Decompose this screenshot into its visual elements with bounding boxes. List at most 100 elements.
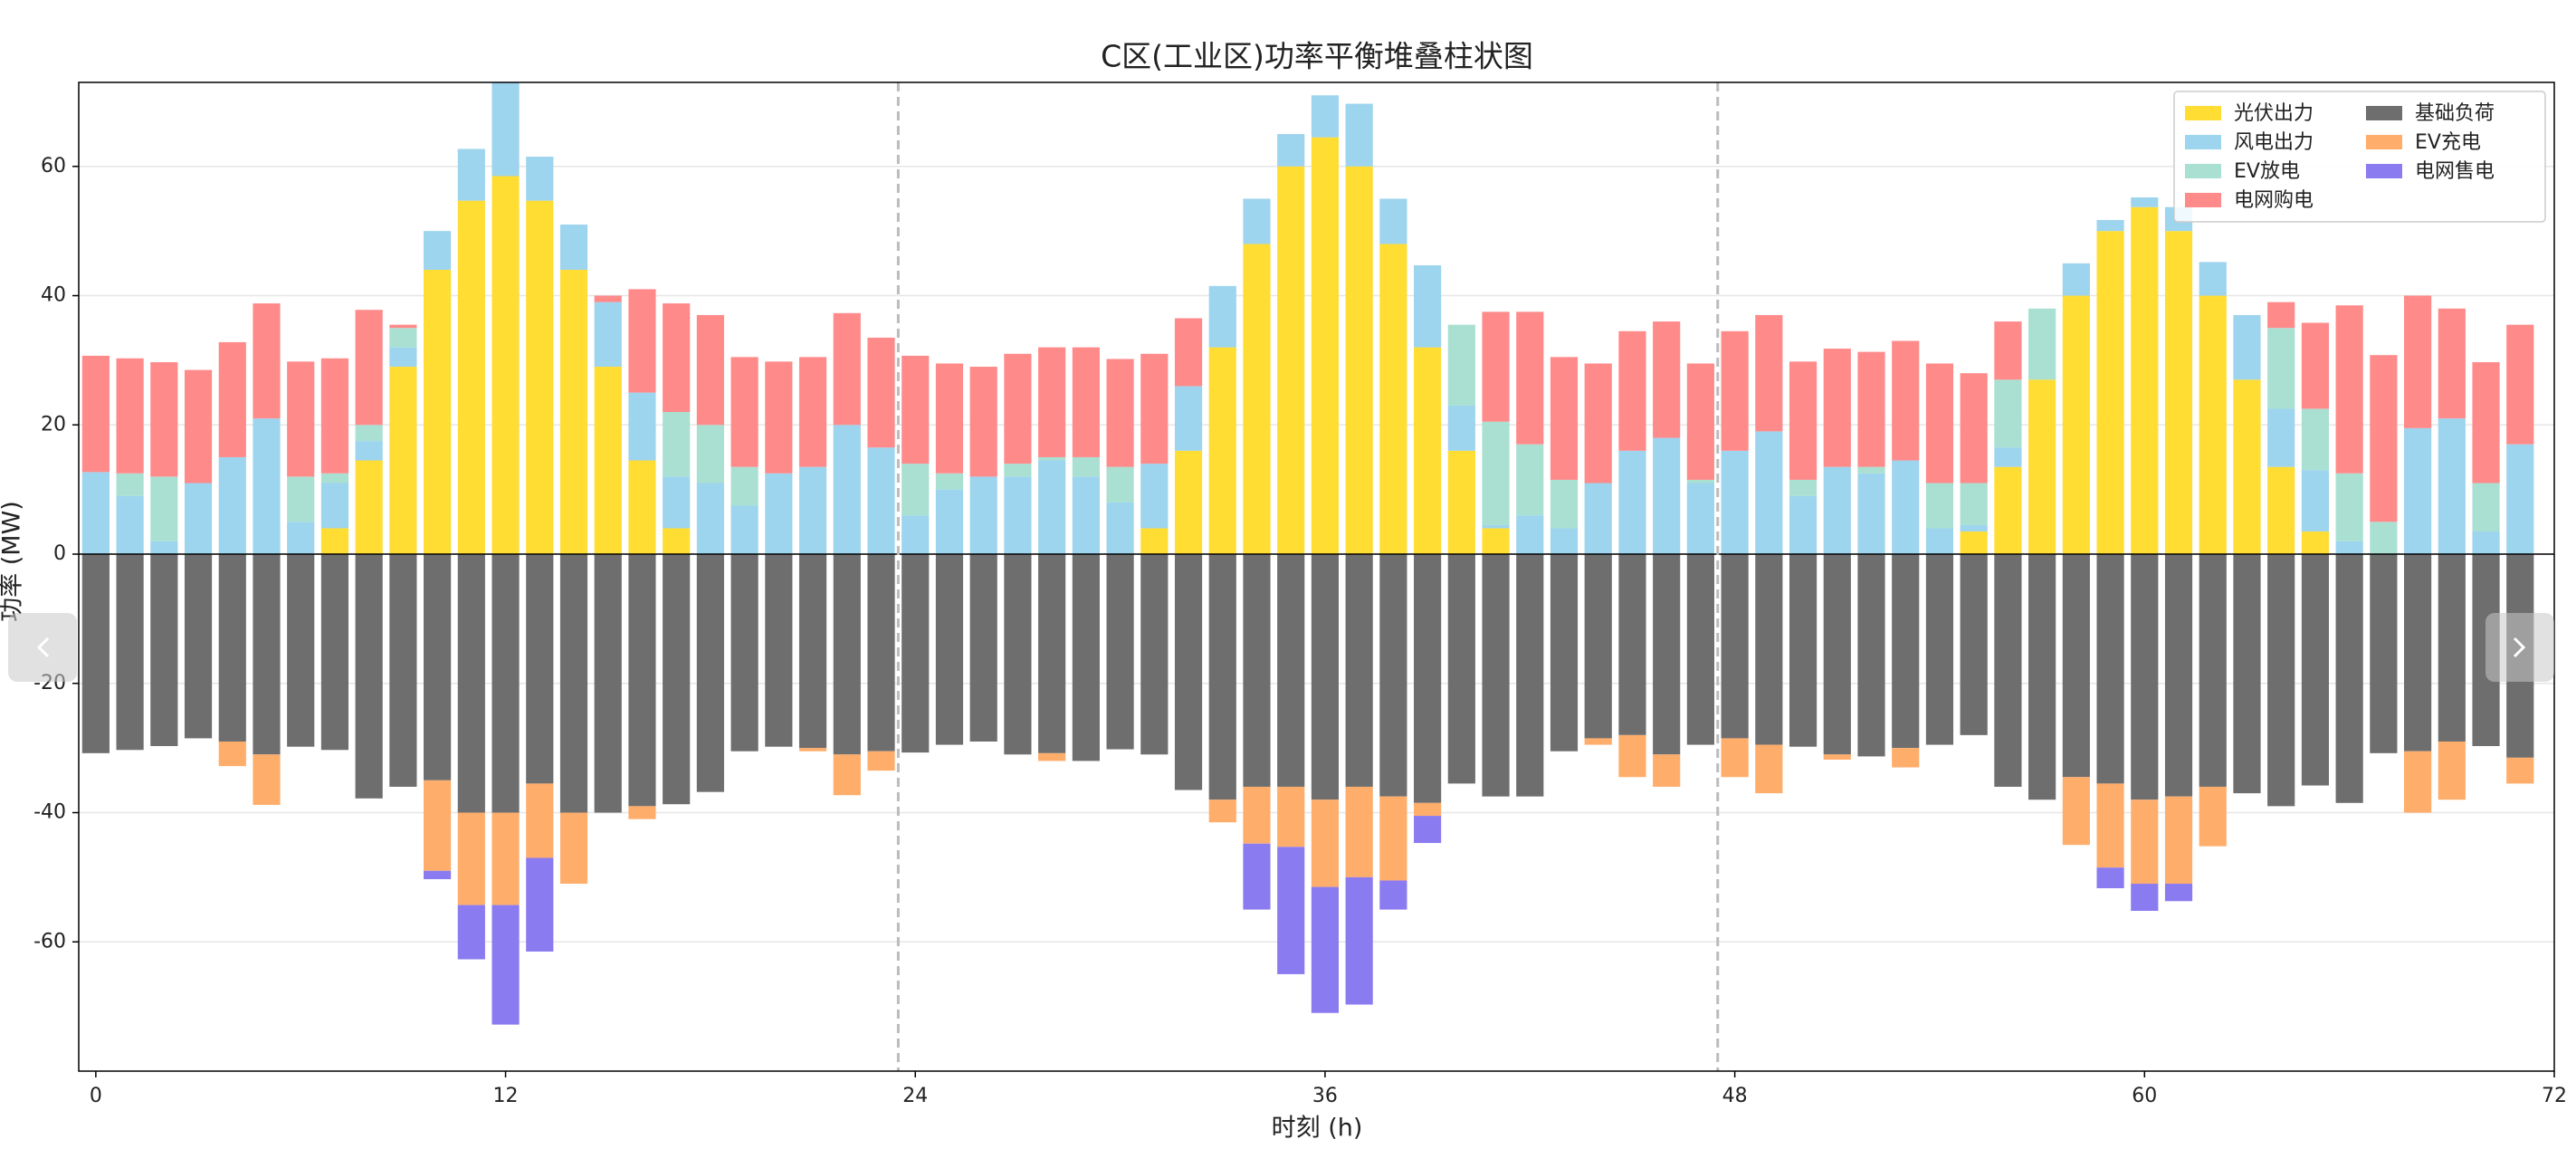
bar-segment [1618, 554, 1646, 735]
previous-button[interactable] [8, 613, 77, 682]
bar-segment [184, 483, 213, 555]
bar-segment [1379, 244, 1407, 555]
bar-segment [1823, 466, 1851, 555]
bar-segment [1892, 748, 1920, 768]
bar-segment [1447, 405, 1475, 451]
bar-segment [1243, 198, 1271, 244]
bar-segment [1516, 444, 1544, 516]
bar-segment [1243, 554, 1271, 787]
y-axis-label: 功率 (MW) [0, 501, 26, 622]
bar-segment [1857, 351, 1885, 467]
bar-segment [253, 754, 281, 805]
legend-label: 电网售电 [2415, 160, 2495, 183]
bar-segment [1686, 363, 1714, 480]
bar-segment [2199, 554, 2227, 787]
bar-segment [1311, 137, 1340, 555]
bar-segment [1823, 554, 1851, 755]
bar-segment [2096, 554, 2124, 784]
bar-segment [2404, 295, 2432, 428]
bar-segment [2267, 554, 2295, 807]
bar-segment [663, 528, 691, 555]
bar-segment [1618, 330, 1646, 451]
bar-segment [116, 554, 144, 751]
bar-segment [389, 554, 417, 787]
bar-segment [1721, 554, 1749, 739]
bar-segment [594, 554, 622, 813]
bar-segment [1960, 373, 1988, 483]
bar-segment [1823, 754, 1851, 760]
bar-segment [1516, 311, 1544, 445]
bar-segment [696, 483, 724, 555]
bar-segment [1311, 886, 1340, 1013]
bar-segment [1755, 314, 1783, 432]
bar-segment [1892, 460, 1920, 555]
bar-segment [1960, 531, 1988, 555]
bar-segment [1243, 786, 1271, 844]
bar-segment [1994, 321, 2022, 380]
bar-segment [1311, 554, 1340, 800]
bar-segment [457, 200, 485, 555]
bar-segment [902, 355, 930, 464]
bar-segment [1140, 464, 1169, 529]
bar-segment [457, 554, 485, 813]
bar-segment [1447, 554, 1475, 784]
bar-segment [628, 392, 656, 461]
bar-segment [1550, 357, 1579, 480]
bar-segment [1106, 502, 1134, 555]
bar-segment [1686, 554, 1714, 745]
bar-segment [1038, 554, 1066, 753]
bar-segment [730, 505, 758, 555]
x-tick-label: 24 [902, 1085, 928, 1107]
bar-segment [253, 554, 281, 755]
bar-segment [902, 554, 930, 753]
bar-segment [1482, 524, 1510, 529]
bar-segment [1414, 816, 1442, 844]
bar-segment [320, 358, 349, 474]
bar-segment [1482, 554, 1510, 797]
bar-segment [696, 425, 724, 483]
bar-segment [81, 554, 110, 753]
bar-segment [2335, 473, 2363, 541]
bar-segment [491, 176, 520, 555]
bar-segment [1379, 554, 1407, 797]
bar-segment [1106, 554, 1134, 750]
bar-segment [935, 363, 964, 474]
bar-segment [2199, 262, 2227, 296]
bar-segment [491, 82, 520, 177]
bar-segment [1277, 166, 1305, 555]
bar-segment [1345, 166, 1373, 555]
bar-segment [969, 554, 997, 742]
bar-segment [2096, 231, 2124, 555]
bar-segment [424, 554, 452, 780]
bar-segment [1789, 361, 1818, 480]
bar-segment [389, 328, 417, 348]
bar-segment [1140, 554, 1169, 755]
bar-segment [1038, 752, 1066, 761]
bar-segment [2233, 314, 2261, 380]
legend-swatch [2366, 135, 2402, 149]
bar-segment [2028, 554, 2056, 800]
bar-segment [355, 310, 383, 426]
bar-segment [1106, 359, 1134, 467]
bar-segment [424, 231, 452, 270]
bar-segment [355, 425, 383, 442]
next-button[interactable] [2485, 613, 2554, 682]
bar-segment [1892, 554, 1920, 749]
bar-segment [2438, 742, 2466, 800]
bar-segment [833, 425, 861, 555]
y-tick-label: 40 [41, 284, 66, 307]
bar-segment [1004, 464, 1032, 477]
bar-segment [2301, 531, 2330, 555]
bar-segment [969, 476, 997, 555]
bar-segment [1892, 340, 1920, 461]
bar-segment [1925, 483, 1954, 529]
bar-segment [798, 357, 827, 467]
bar-segment [902, 515, 930, 555]
bar-segment [2506, 444, 2534, 555]
bar-segment [902, 464, 930, 516]
bar-segment [2164, 884, 2193, 902]
bar-segment [1447, 324, 1475, 406]
bar-segment [696, 314, 724, 426]
bar-segment [1994, 554, 2022, 787]
